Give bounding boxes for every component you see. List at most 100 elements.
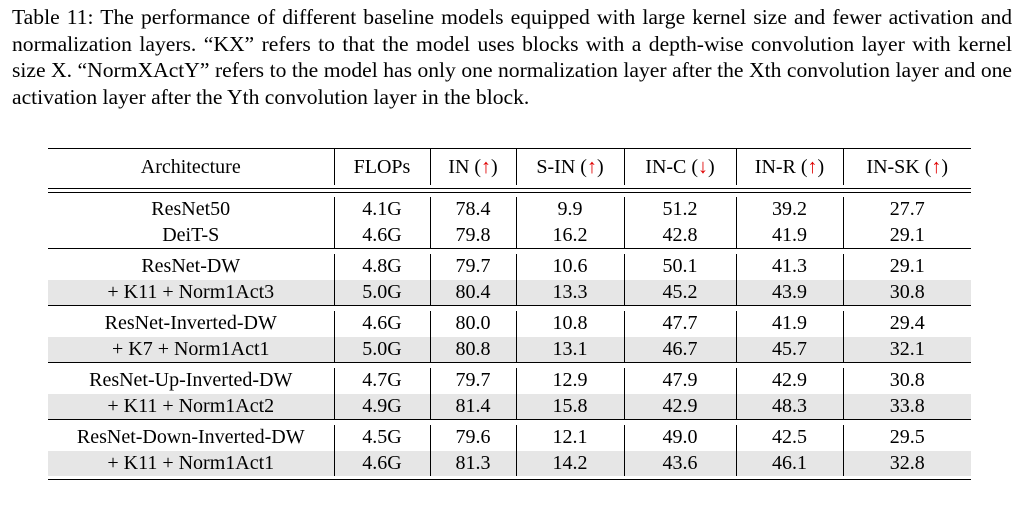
cell-inr: 41.9	[736, 311, 844, 337]
cell-arch: ResNet-Inverted-DW	[48, 311, 335, 337]
arrow-down-icon: ↓	[698, 155, 709, 178]
cell-inr: 39.2	[736, 197, 844, 223]
cell-inc: 42.8	[624, 222, 737, 249]
cell-arch: ResNet-Down-Inverted-DW	[48, 425, 335, 451]
cell-inr: 41.3	[736, 254, 844, 280]
column-header-label: Architecture	[140, 155, 241, 178]
cell-in: 79.7	[430, 254, 517, 280]
cell-flops: 4.6G	[334, 311, 431, 337]
cell-flops: 4.7G	[334, 368, 431, 394]
results-table: Architecture FLOPs IN (↑) S-IN (↑) IN-C (↓) I…	[48, 148, 971, 480]
column-header-close: )	[596, 155, 604, 178]
table-row: ResNet50 4.1G 78.4 9.9 51.2 39.2 27.7	[48, 197, 971, 223]
cell-insk: 32.8	[843, 450, 971, 476]
cell-arch: + K11 + Norm1Act2	[48, 393, 335, 420]
cell-flops: 4.1G	[334, 197, 431, 223]
cell-sin: 15.8	[516, 393, 625, 420]
cell-flops: 4.8G	[334, 254, 431, 280]
group-spacer	[48, 248, 971, 254]
caption-text: Table 11: The performance of different b…	[12, 5, 1012, 109]
cell-inr: 45.7	[736, 336, 844, 363]
cell-inr: 41.9	[736, 222, 844, 249]
cell-inc: 47.9	[624, 368, 737, 394]
table-row: + K7 + Norm1Act1 5.0G 80.8 13.1 46.7 45.7 32.1	[48, 336, 971, 363]
cell-sin: 12.1	[516, 425, 625, 451]
column-header-label: IN-C (	[645, 155, 699, 178]
cell-in: 80.4	[430, 279, 517, 306]
cell-arch: + K11 + Norm1Act3	[48, 279, 335, 306]
cell-flops: 4.6G	[334, 450, 431, 476]
cell-arch: ResNet50	[48, 197, 335, 223]
column-header-label: IN (	[448, 155, 482, 178]
cell-sin: 10.6	[516, 254, 625, 280]
table-row: + K11 + Norm1Act1 4.6G 81.3 14.2 43.6 46.1 32.…	[48, 450, 971, 476]
cell-flops: 4.5G	[334, 425, 431, 451]
cell-in: 79.6	[430, 425, 517, 451]
cell-arch: ResNet-DW	[48, 254, 335, 280]
cell-insk: 29.1	[889, 223, 925, 246]
column-header: IN-SK (↑)	[843, 149, 971, 186]
cell-inc: 46.7	[624, 336, 737, 363]
table-caption: Table 11: The performance of different b…	[12, 4, 1012, 110]
cell-arch: ResNet-Up-Inverted-DW	[48, 368, 335, 394]
cell-in: 80.0	[430, 311, 517, 337]
cell-insk: 33.8	[843, 393, 971, 420]
cell-arch: + K11 + Norm1Act1	[48, 450, 335, 476]
table-row: ResNet-Inverted-DW 4.6G 80.0 10.8 47.7 41.9 29…	[48, 311, 971, 337]
column-header-close: )	[817, 155, 825, 178]
cell-sin: 16.2	[516, 222, 625, 249]
table-row: DeiT-S 4.6G 79.8 16.2 42.8 41.9 29.1	[48, 222, 971, 249]
group-spacer	[48, 419, 971, 425]
cell-insk: 29.1	[889, 255, 925, 277]
cell-sin: 12.9	[516, 368, 625, 394]
column-header: IN-R (↑)	[736, 148, 844, 185]
column-header-label: FLOPs	[353, 155, 411, 178]
cell-in: 80.8	[430, 336, 517, 363]
arrow-up-icon: ↑	[807, 155, 818, 178]
table-body: ResNet50 4.1G 78.4 9.9 51.2 39.2 27.7 DeiT-S 4.6…	[48, 185, 971, 480]
column-header-close: )	[491, 155, 498, 178]
cell-inr: 43.9	[736, 279, 844, 306]
cell-flops: 4.6G	[334, 222, 431, 249]
column-header-label: S-IN (	[536, 155, 587, 178]
cell-insk: 32.1	[843, 336, 971, 363]
cell-insk: 30.8	[843, 279, 971, 306]
cell-sin: 13.1	[516, 336, 625, 363]
table-row: + K11 + Norm1Act3 5.0G 80.4 13.3 45.2 43.9 30.…	[48, 279, 971, 306]
arrow-up-icon: ↑	[931, 155, 942, 178]
cell-inr: 46.1	[736, 450, 844, 476]
cell-insk: 30.8	[889, 369, 925, 391]
column-header-close: )	[941, 155, 949, 178]
cell-sin: 9.9	[516, 197, 625, 223]
group-spacer	[48, 305, 971, 311]
cell-sin: 13.3	[516, 279, 625, 306]
table-row: + K11 + Norm1Act2 4.9G 81.4 15.8 42.9 48.3 33.…	[48, 393, 971, 420]
cell-in: 81.3	[430, 450, 517, 476]
cell-arch: + K7 + Norm1Act1	[48, 336, 335, 363]
cell-insk: 29.4	[889, 312, 925, 334]
double-rule	[48, 185, 971, 197]
cell-inc: 43.6	[624, 450, 737, 476]
column-header: IN (↑)	[430, 148, 517, 185]
cell-insk: 27.7	[889, 198, 925, 220]
cell-inr: 42.5	[736, 425, 844, 451]
arrow-up-icon: ↑	[586, 155, 597, 178]
table-row: ResNet-Down-Inverted-DW 4.5G 79.6 12.1 49.0 4…	[48, 425, 971, 451]
column-header-label: IN-R (	[754, 155, 808, 178]
table: Architecture FLOPs IN (↑) S-IN (↑) IN-C (↓) I…	[48, 148, 971, 480]
cell-flops: 5.0G	[334, 279, 431, 306]
column-header: S-IN (↑)	[516, 148, 625, 185]
table-row: ResNet-Up-Inverted-DW 4.7G 79.7 12.9 47.9 42.…	[48, 368, 971, 394]
cell-inc: 49.0	[624, 425, 737, 451]
cell-inr: 42.9	[736, 368, 844, 394]
cell-in: 78.4	[430, 197, 517, 223]
cell-in: 81.4	[430, 393, 517, 420]
cell-inc: 42.9	[624, 393, 737, 420]
bottom-rule	[48, 476, 971, 480]
cell-inc: 47.7	[624, 311, 737, 337]
cell-inr: 48.3	[736, 393, 844, 420]
group-spacer	[48, 362, 971, 368]
cell-arch: DeiT-S	[48, 222, 335, 249]
cell-inc: 50.1	[624, 254, 737, 280]
